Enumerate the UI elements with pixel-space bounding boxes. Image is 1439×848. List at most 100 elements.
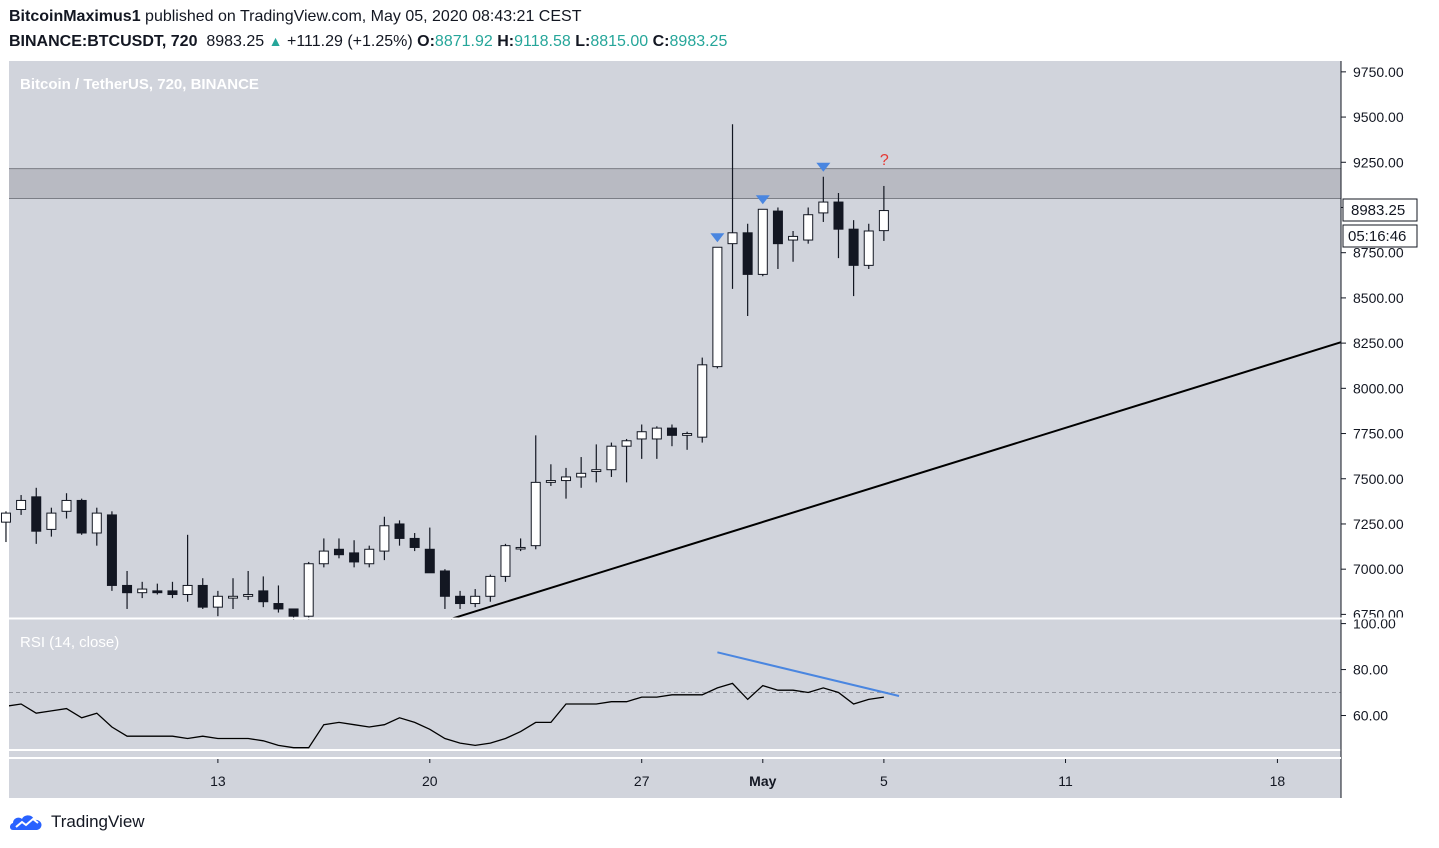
bearish-candle-body	[742, 232, 753, 275]
candle	[651, 426, 662, 459]
price-tick-label: 8000.00	[1353, 380, 1404, 396]
bullish-candle-body	[621, 440, 632, 447]
high-value: 9118.58	[514, 33, 571, 50]
bearish-candle-body	[106, 514, 117, 586]
time-tick-label: 13	[210, 773, 226, 789]
price-tick-label: 8750.00	[1353, 245, 1404, 261]
tradingview-logo[interactable]: TradingView	[9, 812, 145, 832]
price-tick-label: 8250.00	[1353, 335, 1404, 351]
candle	[0, 511, 11, 543]
rsi-pane-background	[9, 619, 1341, 758]
price-tick-label: 7250.00	[1353, 516, 1404, 532]
bullish-candle-body	[182, 584, 193, 595]
candle	[76, 498, 87, 535]
candle	[757, 208, 768, 277]
candle	[61, 493, 72, 519]
low-value: 8815.00	[590, 33, 649, 50]
time-tick-label: 20	[422, 773, 438, 789]
time-tick-label: May	[749, 773, 776, 789]
bullish-candle-body	[379, 525, 390, 552]
bullish-candle-body	[303, 563, 314, 617]
brand-name: TradingView	[51, 812, 145, 831]
bearish-candle-body	[273, 603, 284, 610]
rsi-tick-label: 100.00	[1353, 616, 1396, 632]
price-tick-label: 7500.00	[1353, 471, 1404, 487]
published-text: published on TradingView.com, May 05, 20…	[145, 8, 582, 25]
bearish-candle-body	[424, 548, 435, 574]
bullish-candle-body	[576, 472, 587, 478]
close-value: 8983.25	[669, 33, 728, 50]
candle	[621, 438, 632, 483]
bullish-candle-body	[485, 575, 496, 597]
rsi-tick-label: 80.00	[1353, 662, 1388, 678]
bullish-candle-body	[606, 445, 617, 471]
symbol-name: BINANCE:BTCUSDT, 720	[9, 33, 198, 50]
candle	[349, 540, 360, 568]
bearish-candle-body	[455, 595, 466, 605]
bullish-candle-body	[515, 546, 526, 550]
bullish-candle-body	[712, 246, 723, 368]
candle	[803, 207, 814, 244]
bearish-candle-body	[152, 590, 163, 594]
resistance-zone	[9, 168, 1341, 199]
countdown-label-text: 05:16:46	[1348, 228, 1406, 245]
bearish-candle-body	[349, 552, 360, 563]
candle	[591, 444, 602, 483]
rsi-line	[9, 682, 884, 749]
publish-info: BitcoinMaximus1 published on TradingView…	[9, 6, 581, 28]
bullish-candle-body	[591, 469, 602, 473]
bearish-candle-body	[76, 499, 87, 534]
bullish-candle-body	[727, 232, 738, 245]
candle	[818, 176, 829, 222]
candle	[515, 538, 526, 552]
low-label: L:	[575, 33, 591, 50]
symbol-info: BINANCE:BTCUSDT, 720 8983.25 ▲ +111.29 (…	[9, 30, 727, 53]
bullish-candle-body	[16, 499, 27, 510]
bullish-candle-body	[651, 427, 662, 440]
candle	[833, 193, 844, 259]
candle	[561, 467, 572, 499]
bullish-candle-body	[137, 588, 148, 594]
time-tick-label: 18	[1270, 773, 1286, 789]
bearish-marker-icon	[755, 195, 770, 205]
bullish-candle-body	[636, 431, 647, 440]
bearish-candle-body	[258, 590, 269, 603]
bullish-candle-body	[545, 480, 556, 483]
bearish-candle-body	[439, 570, 450, 597]
bullish-candle-body	[470, 595, 481, 605]
close-label: C:	[652, 33, 670, 50]
candle	[409, 533, 420, 552]
bullish-candle-body	[803, 214, 814, 241]
time-tick-label: 27	[634, 773, 650, 789]
bullish-candle-body	[0, 512, 11, 523]
candle	[424, 527, 435, 574]
open-value: 8871.92	[434, 33, 493, 50]
last-price-label: 8983.25	[1342, 198, 1418, 222]
price-tick-label: 7750.00	[1353, 426, 1404, 442]
bullish-candle-body	[61, 499, 72, 512]
price-tick-label: 9750.00	[1353, 64, 1404, 80]
bearish-marker-icon	[710, 233, 725, 243]
candle	[682, 431, 693, 450]
candle	[91, 507, 102, 546]
author-name[interactable]: BitcoinMaximus1	[9, 8, 141, 25]
candle	[742, 223, 753, 316]
candle	[455, 590, 466, 609]
bullish-candle-body	[697, 364, 708, 438]
last-price-label-text: 8983.25	[1351, 202, 1405, 219]
candle	[318, 538, 329, 568]
candle	[379, 516, 390, 561]
bullish-candle-body	[212, 595, 223, 608]
candle	[863, 223, 874, 269]
candle	[333, 538, 344, 559]
bearish-candle-body	[394, 523, 405, 539]
tradingview-cloud-icon	[10, 815, 42, 830]
bearish-candle-body	[31, 496, 42, 532]
candle	[712, 246, 723, 369]
price-tick-label: 9250.00	[1353, 154, 1404, 170]
bullish-candle-body	[818, 201, 829, 214]
candle	[152, 583, 163, 595]
bearish-candle-body	[772, 210, 783, 245]
candle	[273, 585, 284, 613]
